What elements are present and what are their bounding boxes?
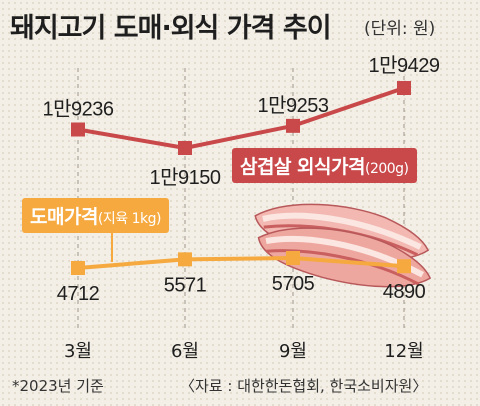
- series-0-point-3: [397, 81, 411, 95]
- series-1-value-label-2: 5705: [272, 273, 315, 295]
- chart-title: 돼지고기 도매·외식 가격 추이: [10, 13, 332, 44]
- series-0-value-label-2: 1만9253: [257, 94, 328, 117]
- unit-label: (단위: 원): [364, 19, 436, 39]
- wholesale-price-legend-label: 도매가격(지육 1kg): [22, 198, 169, 233]
- footnote: *2023년 기준: [12, 377, 104, 395]
- series-0-point-2: [286, 118, 300, 133]
- series-1-point-0: [71, 261, 85, 275]
- series-line-1: [77, 256, 405, 270]
- series-0-point-0: [71, 122, 85, 137]
- series-0-value-label-1: 1만9150: [149, 166, 220, 189]
- retail-price-legend-label: 삼겹살 외식가격(200g): [232, 148, 417, 183]
- series-1-value-label-1: 5571: [164, 274, 207, 296]
- series-1-point-3: [397, 259, 411, 274]
- series-1-value-label-3: 4890: [383, 281, 426, 303]
- series-0-value-label-3: 1만9429: [368, 54, 439, 77]
- source-note: 〈자료 : 대한한돈협회, 한국소비자원〉: [180, 377, 428, 395]
- series-line-0: [77, 86, 405, 150]
- x-tick-label-2: 9월: [279, 341, 307, 362]
- series-1-point-2: [286, 251, 300, 265]
- x-tick-label-3: 12월: [384, 341, 423, 362]
- series-1-point-1: [178, 252, 192, 267]
- series-0-point-1: [178, 141, 192, 155]
- series-1-value-label-0: 4712: [57, 283, 100, 305]
- x-tick-label-1: 6월: [171, 341, 199, 362]
- x-tick-label-0: 3월: [64, 341, 92, 362]
- series-0-value-label-0: 1만9236: [42, 98, 113, 121]
- pork-belly-illustration: [254, 203, 432, 288]
